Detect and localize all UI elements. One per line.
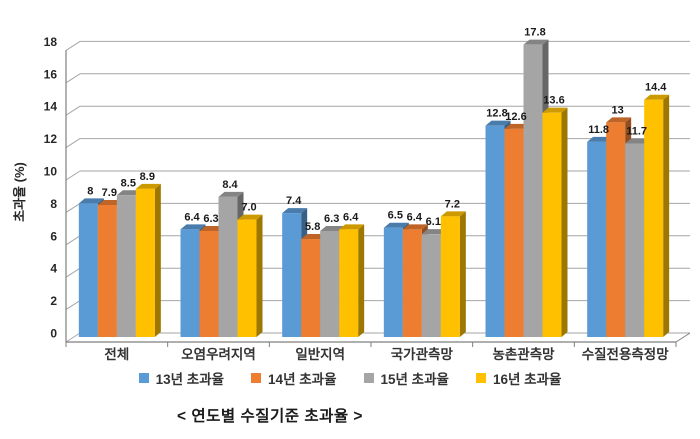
- svg-text:13: 13: [612, 104, 624, 116]
- axes: [65, 50, 691, 347]
- svg-text:18: 18: [44, 35, 58, 49]
- legend-label: 13년 초과율: [155, 372, 225, 387]
- chart-caption: < 연도별 수질기준 초과율 >: [177, 408, 363, 425]
- legend-swatch-icon: [251, 373, 262, 383]
- category-label-오염우려지역: 오염우려지역: [181, 346, 256, 362]
- svg-text:10: 10: [44, 165, 58, 179]
- legend-item-16년 초과율: 16년 초과율: [475, 368, 562, 388]
- category-label-일반지역: 일반지역: [295, 346, 345, 362]
- svg-text:5.8: 5.8: [305, 221, 320, 233]
- legend-swatch-icon: [138, 373, 149, 383]
- svg-text:6.3: 6.3: [324, 213, 339, 225]
- svg-text:14.4: 14.4: [645, 82, 667, 94]
- svg-text:8: 8: [87, 185, 93, 197]
- legend-label: 16년 초과율: [492, 372, 562, 387]
- svg-text:12.6: 12.6: [505, 111, 526, 123]
- svg-text:14: 14: [44, 100, 58, 114]
- legend-swatch-icon: [363, 373, 374, 383]
- bar-16년 초과율-일반지역: [339, 224, 365, 337]
- svg-text:7.4: 7.4: [286, 195, 302, 207]
- svg-text:6.3: 6.3: [203, 213, 218, 225]
- category-label-농촌관측망: 농촌관측망: [492, 346, 555, 362]
- svg-text:6.4: 6.4: [184, 211, 200, 223]
- bar-16년 초과율-국가관측망: [440, 211, 466, 337]
- svg-text:2: 2: [50, 294, 57, 308]
- legend-label: 14년 초과율: [268, 372, 337, 387]
- svg-text:7.9: 7.9: [102, 187, 117, 199]
- svg-text:11.7: 11.7: [626, 125, 647, 137]
- chart-legend: 13년 초과율 14년 초과율 15년 초과율 16년 초과율: [0, 368, 700, 388]
- svg-text:12.8: 12.8: [486, 108, 507, 120]
- svg-text:12: 12: [44, 132, 58, 146]
- svg-text:13.6: 13.6: [543, 95, 564, 107]
- svg-text:6.1: 6.1: [426, 216, 441, 228]
- svg-text:17.8: 17.8: [524, 27, 545, 39]
- svg-text:6.5: 6.5: [388, 210, 403, 222]
- svg-text:8: 8: [50, 197, 57, 211]
- value-labels: 8 7.98.58.96.4 6.38.47.07.45.86.3 6.4 6.5 6.4…: [87, 27, 667, 233]
- svg-text:7.2: 7.2: [445, 198, 460, 210]
- legend-label: 15년 초과율: [380, 372, 449, 387]
- svg-text:4: 4: [50, 262, 57, 276]
- legend-swatch-icon: [475, 373, 486, 383]
- svg-text:8.4: 8.4: [222, 179, 238, 191]
- category-label-수질전용측정망: 수질전용측정망: [582, 346, 670, 362]
- svg-text:7.0: 7.0: [241, 202, 256, 214]
- legend-item-15년 초과율: 15년 초과율: [363, 368, 449, 388]
- svg-text:8.9: 8.9: [140, 171, 155, 183]
- svg-text:11.8: 11.8: [588, 124, 609, 136]
- bar-16년 초과율-농촌관측망: [542, 107, 568, 338]
- bar-16년 초과율-전체: [135, 183, 161, 337]
- svg-text:16: 16: [44, 67, 58, 81]
- svg-text:6.4: 6.4: [343, 211, 359, 223]
- bar-16년 초과율-오염우려지역: [237, 214, 263, 337]
- legend-item-14년 초과율: 14년 초과율: [251, 368, 337, 388]
- bars: [78, 39, 670, 338]
- bar-16년 초과율-수질전용측정망: [644, 94, 670, 337]
- y-axis-title: 초과율 (%): [12, 162, 27, 222]
- legend-item-13년 초과율: 13년 초과율: [138, 368, 225, 388]
- svg-text:8.5: 8.5: [121, 177, 136, 189]
- category-label-국가관측망: 국가관측망: [391, 346, 454, 362]
- svg-text:6.4: 6.4: [407, 211, 423, 223]
- svg-text:0: 0: [50, 327, 57, 341]
- svg-text:6: 6: [50, 229, 57, 243]
- category-label-전체: 전체: [104, 346, 129, 362]
